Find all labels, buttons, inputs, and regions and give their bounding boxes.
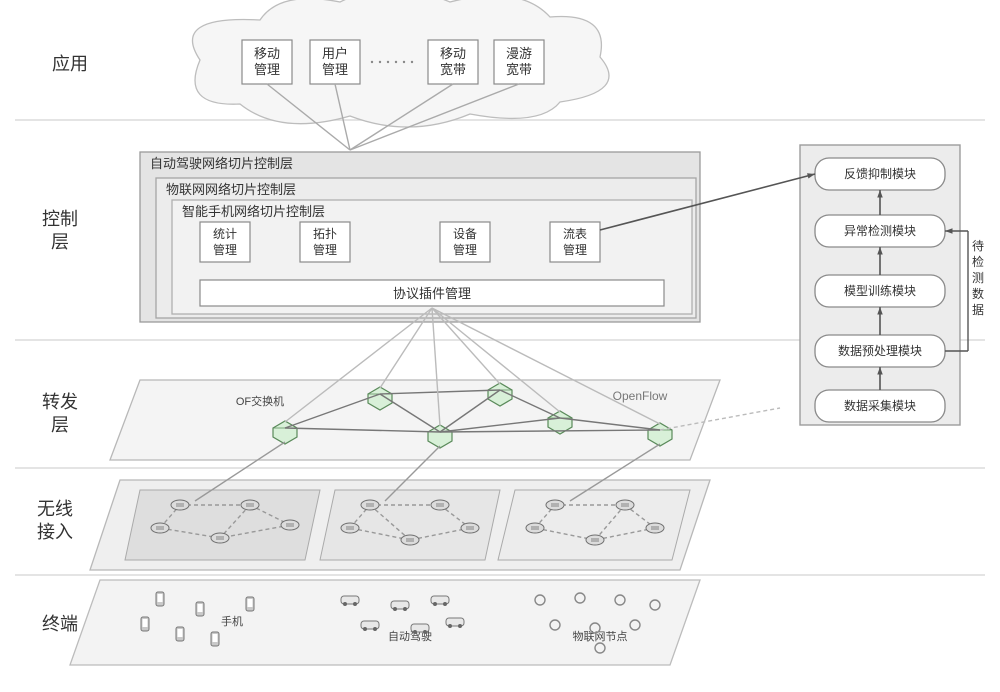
svg-text:宽带: 宽带 bbox=[506, 62, 532, 77]
router-icon bbox=[361, 500, 379, 510]
router-icon bbox=[241, 500, 259, 510]
terminal-plane bbox=[70, 580, 700, 665]
router-icon bbox=[341, 523, 359, 533]
svg-text:手机: 手机 bbox=[221, 614, 243, 628]
svg-text:拓扑: 拓扑 bbox=[313, 227, 337, 241]
svg-text:控制: 控制 bbox=[42, 209, 78, 229]
svg-text:宽带: 宽带 bbox=[440, 62, 466, 77]
svg-text:流表: 流表 bbox=[563, 227, 587, 241]
svg-text:管理: 管理 bbox=[563, 242, 587, 257]
svg-text:检: 检 bbox=[972, 254, 984, 269]
svg-text:数据采集模块: 数据采集模块 bbox=[844, 398, 916, 413]
svg-text:智能手机网络切片控制层: 智能手机网络切片控制层 bbox=[182, 204, 325, 219]
router-icon bbox=[646, 523, 664, 533]
svg-text:据: 据 bbox=[972, 303, 984, 317]
svg-text:数: 数 bbox=[972, 286, 984, 301]
svg-text:物联网网络切片控制层: 物联网网络切片控制层 bbox=[166, 182, 296, 197]
svg-text:漫游: 漫游 bbox=[506, 46, 532, 61]
router-icon bbox=[616, 500, 634, 510]
router-icon bbox=[461, 523, 479, 533]
router-icon bbox=[431, 500, 449, 510]
svg-text:转发: 转发 bbox=[42, 392, 78, 412]
svg-text:设备: 设备 bbox=[453, 227, 477, 241]
svg-text:管理: 管理 bbox=[453, 242, 477, 257]
svg-text:管理: 管理 bbox=[313, 242, 337, 257]
router-icon bbox=[151, 523, 169, 533]
router-icon bbox=[211, 533, 229, 543]
svg-text:模型训练模块: 模型训练模块 bbox=[844, 283, 916, 298]
router-icon bbox=[171, 500, 189, 510]
router-icon bbox=[526, 523, 544, 533]
svg-text:异常检测模块: 异常检测模块 bbox=[844, 223, 916, 238]
svg-text:层: 层 bbox=[51, 415, 69, 435]
svg-text:用户: 用户 bbox=[322, 46, 348, 61]
svg-text:测: 测 bbox=[972, 271, 984, 285]
router-icon bbox=[401, 535, 419, 545]
svg-text:应用: 应用 bbox=[52, 54, 88, 74]
router-icon bbox=[586, 535, 604, 545]
svg-text:管理: 管理 bbox=[322, 62, 348, 77]
router-icon bbox=[281, 520, 299, 530]
svg-text:待: 待 bbox=[972, 239, 984, 253]
svg-text:物联网节点: 物联网节点 bbox=[573, 629, 628, 643]
svg-text:移动: 移动 bbox=[254, 46, 280, 61]
svg-text:统计: 统计 bbox=[213, 227, 237, 241]
svg-text:层: 层 bbox=[51, 232, 69, 252]
svg-text:管理: 管理 bbox=[254, 62, 280, 77]
svg-text:无线: 无线 bbox=[37, 499, 73, 519]
svg-text:数据预处理模块: 数据预处理模块 bbox=[838, 343, 922, 358]
svg-text:接入: 接入 bbox=[37, 522, 73, 542]
svg-text:管理: 管理 bbox=[213, 242, 237, 257]
svg-text:协议插件管理: 协议插件管理 bbox=[393, 286, 471, 301]
svg-text:终端: 终端 bbox=[42, 614, 78, 634]
svg-text:反馈抑制模块: 反馈抑制模块 bbox=[844, 166, 916, 181]
svg-text:自动驾驶网络切片控制层: 自动驾驶网络切片控制层 bbox=[150, 156, 293, 171]
svg-text:OpenFlow: OpenFlow bbox=[613, 389, 668, 403]
router-icon bbox=[546, 500, 564, 510]
svg-text:移动: 移动 bbox=[440, 46, 466, 61]
svg-text:OF交换机: OF交换机 bbox=[236, 394, 284, 408]
